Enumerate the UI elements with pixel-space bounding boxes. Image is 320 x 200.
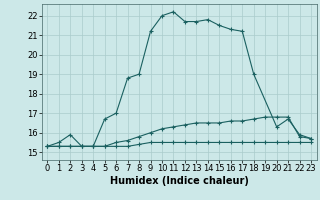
X-axis label: Humidex (Indice chaleur): Humidex (Indice chaleur) bbox=[110, 176, 249, 186]
